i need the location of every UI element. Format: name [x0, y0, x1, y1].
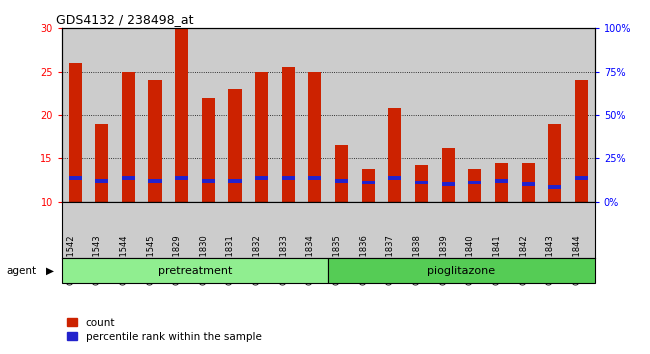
- Bar: [328, 28, 355, 202]
- Text: ▶: ▶: [46, 266, 53, 276]
- Bar: [541, 28, 568, 202]
- Bar: [361, 181, 375, 184]
- Legend: count, percentile rank within the sample: count, percentile rank within the sample: [67, 318, 261, 342]
- Bar: [62, 258, 328, 283]
- Bar: [355, 28, 382, 202]
- Bar: [195, 202, 222, 258]
- Bar: [222, 28, 248, 202]
- Bar: [548, 185, 562, 189]
- Bar: [88, 28, 115, 202]
- Bar: [575, 176, 588, 180]
- Bar: [248, 202, 275, 258]
- Bar: [68, 63, 82, 202]
- Bar: [222, 202, 248, 258]
- Bar: [521, 163, 535, 202]
- Bar: [62, 202, 88, 258]
- Bar: [168, 28, 195, 202]
- Bar: [88, 202, 115, 258]
- Bar: [175, 28, 188, 202]
- Bar: [122, 176, 135, 180]
- Bar: [515, 28, 541, 202]
- Bar: [441, 182, 455, 186]
- Bar: [515, 202, 541, 258]
- Bar: [302, 202, 328, 258]
- Bar: [355, 202, 382, 258]
- Bar: [568, 202, 595, 258]
- Bar: [202, 179, 215, 183]
- Bar: [435, 202, 462, 258]
- Bar: [281, 176, 295, 180]
- Bar: [361, 169, 375, 202]
- Bar: [142, 202, 168, 258]
- Bar: [175, 176, 188, 180]
- Bar: [228, 179, 242, 183]
- Bar: [382, 28, 408, 202]
- Bar: [248, 28, 275, 202]
- Bar: [62, 28, 88, 202]
- Bar: [148, 80, 162, 202]
- Bar: [228, 89, 242, 202]
- Bar: [568, 28, 595, 202]
- Bar: [468, 169, 482, 202]
- Bar: [328, 202, 355, 258]
- Bar: [548, 124, 562, 202]
- Bar: [168, 202, 195, 258]
- Bar: [388, 176, 402, 180]
- Bar: [335, 145, 348, 202]
- Bar: [328, 258, 595, 283]
- Bar: [148, 179, 162, 183]
- Bar: [488, 28, 515, 202]
- Bar: [95, 179, 109, 183]
- Bar: [308, 176, 322, 180]
- Bar: [255, 72, 268, 202]
- Bar: [468, 181, 482, 184]
- Bar: [382, 202, 408, 258]
- Bar: [275, 28, 302, 202]
- Bar: [408, 28, 435, 202]
- Bar: [408, 202, 435, 258]
- Bar: [275, 202, 302, 258]
- Bar: [308, 72, 322, 202]
- Bar: [415, 165, 428, 202]
- Bar: [195, 28, 222, 202]
- Bar: [281, 67, 295, 202]
- Bar: [435, 28, 462, 202]
- Bar: [495, 179, 508, 183]
- Bar: [541, 202, 568, 258]
- Bar: [255, 176, 268, 180]
- Bar: [335, 179, 348, 183]
- Bar: [575, 80, 588, 202]
- Bar: [441, 148, 455, 202]
- Bar: [302, 28, 328, 202]
- Bar: [388, 108, 402, 202]
- Bar: [415, 181, 428, 184]
- Text: agent: agent: [6, 266, 36, 276]
- Bar: [115, 28, 142, 202]
- Bar: [462, 202, 488, 258]
- Bar: [462, 28, 488, 202]
- Bar: [95, 124, 109, 202]
- Text: pretreatment: pretreatment: [158, 266, 232, 276]
- Bar: [488, 202, 515, 258]
- Bar: [142, 28, 168, 202]
- Bar: [521, 182, 535, 186]
- Bar: [495, 163, 508, 202]
- Bar: [115, 202, 142, 258]
- Bar: [122, 72, 135, 202]
- Text: pioglitazone: pioglitazone: [428, 266, 495, 276]
- Bar: [68, 176, 82, 180]
- Text: GDS4132 / 238498_at: GDS4132 / 238498_at: [57, 13, 194, 26]
- Bar: [202, 98, 215, 202]
